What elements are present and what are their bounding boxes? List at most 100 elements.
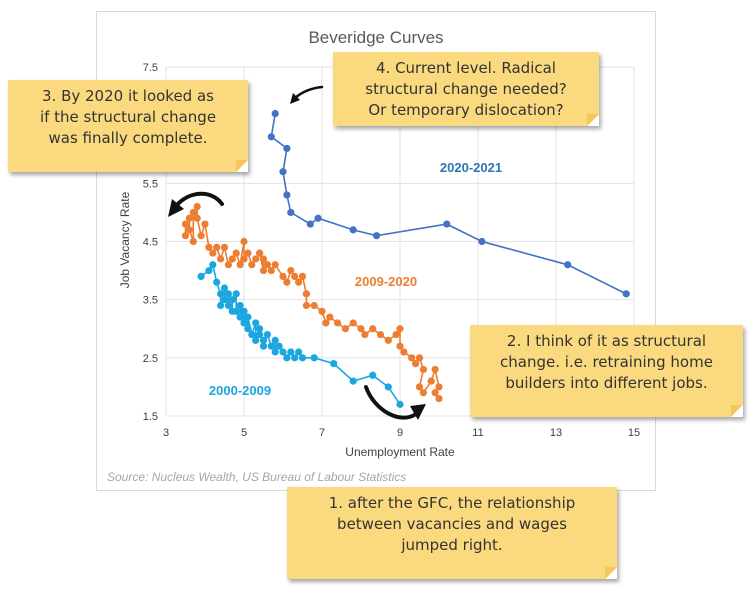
series-label-2000-2009: 2000-2009: [209, 383, 271, 398]
y-tick-labels: 1.5 2.5 3.5 4.5 5.5 7.5: [143, 62, 158, 423]
data-point: [271, 261, 279, 269]
data-point: [220, 296, 229, 304]
series-line-2020-2021: [270, 113, 627, 295]
data-point: [236, 301, 244, 310]
x-tick-label: 3: [163, 427, 169, 439]
data-point: [396, 342, 404, 350]
data-point: [396, 400, 404, 408]
data-point: [349, 377, 357, 385]
data-point: [622, 290, 630, 298]
x-tick-label: 5: [241, 427, 247, 439]
note-2: 2. I think of it as structural change. i…: [470, 325, 743, 417]
data-point: [341, 325, 349, 333]
data-point: [220, 243, 229, 251]
y-tick-label: 4.5: [143, 237, 158, 249]
data-point: [369, 325, 377, 333]
data-point: [283, 354, 291, 362]
data-point: [295, 278, 303, 286]
data-point: [201, 220, 209, 228]
data-point: [193, 203, 201, 211]
data-point: [228, 255, 236, 263]
series-2009-2020: [181, 203, 443, 403]
data-point: [415, 354, 424, 362]
data-point: [412, 360, 420, 368]
data-point: [271, 348, 279, 356]
data-point: [236, 313, 244, 321]
data-point: [252, 319, 260, 327]
data-point: [287, 266, 295, 275]
data-point: [256, 325, 264, 333]
data-point: [224, 301, 232, 310]
arrow-annotation-1: [364, 385, 426, 420]
data-point: [263, 261, 271, 269]
data-point: [298, 272, 307, 280]
data-point: [435, 383, 443, 391]
data-point: [291, 354, 299, 362]
data-point: [189, 237, 197, 246]
data-point: [271, 336, 279, 344]
data-point: [248, 261, 256, 269]
data-point: [271, 109, 279, 118]
chart-title: Beveridge Curves: [308, 28, 443, 47]
data-point: [279, 168, 287, 176]
data-point: [322, 319, 330, 327]
data-point: [302, 290, 310, 298]
data-point: [197, 232, 205, 240]
y-tick-label: 7.5: [143, 62, 158, 74]
data-point: [189, 208, 197, 217]
data-point: [217, 290, 225, 298]
data-point: [205, 266, 213, 275]
data-point: [244, 249, 252, 257]
x-tick-labels: 3 5 7 9 11 13 15: [163, 427, 640, 439]
data-point: [185, 214, 193, 222]
x-tick-label: 15: [628, 427, 640, 439]
note-4: 4. Current level. Radical structural cha…: [333, 52, 599, 126]
data-point: [310, 354, 318, 362]
data-point: [279, 348, 287, 356]
data-point: [240, 237, 248, 246]
data-point: [443, 220, 451, 228]
data-point: [564, 261, 572, 269]
data-point: [279, 272, 287, 280]
note-3: 3. By 2020 it looked as if the structura…: [8, 80, 248, 172]
data-point: [240, 255, 248, 263]
data-point: [361, 330, 369, 339]
arrow-annotation-3: [168, 191, 224, 217]
y-tick-label: 2.5: [143, 353, 158, 365]
data-point: [415, 383, 424, 391]
data-point: [259, 266, 268, 275]
data-point: [240, 307, 248, 315]
data-point: [310, 301, 318, 310]
data-point: [384, 336, 392, 344]
data-point: [181, 220, 190, 228]
y-tick-label: 5.5: [143, 178, 158, 190]
data-point: [349, 319, 357, 327]
data-point: [267, 342, 275, 350]
data-point: [248, 330, 256, 339]
data-point: [283, 191, 291, 199]
data-point: [298, 354, 307, 362]
series-2020-2021: [267, 109, 630, 298]
data-point: [419, 365, 427, 374]
series-label-2009-2020: 2009-2020: [355, 274, 417, 289]
x-tick-label: 11: [472, 427, 483, 439]
data-point: [419, 389, 427, 397]
y-tick-label: 1.5: [143, 411, 158, 423]
data-point: [232, 307, 240, 315]
data-point: [431, 365, 439, 374]
series-group: [181, 109, 630, 408]
data-point: [217, 301, 225, 310]
data-point: [287, 208, 295, 217]
data-point: [314, 214, 322, 222]
data-point: [185, 226, 193, 234]
data-point: [252, 336, 260, 344]
data-point: [193, 214, 201, 222]
data-point: [259, 255, 268, 263]
data-point: [400, 348, 408, 356]
data-point: [349, 226, 357, 234]
data-point: [376, 330, 385, 339]
data-point: [306, 220, 314, 228]
data-point: [244, 313, 252, 321]
x-axis-label: Unemployment Rate: [345, 445, 455, 459]
